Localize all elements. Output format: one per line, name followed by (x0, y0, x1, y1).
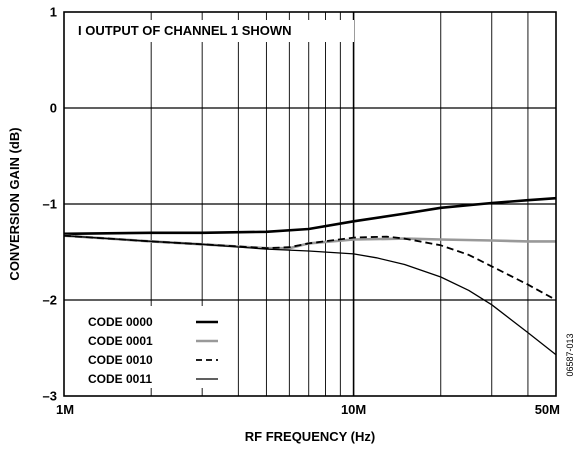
x-tick-label: 10M (341, 402, 366, 417)
y-tick-label: –2 (43, 293, 57, 308)
y-tick-label: 0 (50, 101, 57, 116)
series-line-2 (63, 234, 556, 250)
series-line-1 (63, 196, 557, 236)
y-tick-label: –1 (43, 197, 57, 212)
plot-frame (63, 11, 557, 397)
figure-id: 06587-013 (565, 333, 575, 376)
annotation-box: I OUTPUT OF CHANNEL 1 SHOWN (72, 20, 354, 42)
legend-label-1: CODE 0000 (88, 315, 153, 329)
legend: CODE 0000 CODE 0001 CODE 0010 CODE 0011 (72, 306, 226, 388)
legend-label-4: CODE 0011 (88, 372, 152, 386)
legend-label-2: CODE 0001 (88, 334, 153, 348)
series-line-3 (63, 234, 557, 301)
x-tick-label: 1M (56, 402, 74, 417)
y-axis-title: CONVERSION GAIN (dB) (7, 127, 22, 280)
series-lines (63, 196, 557, 356)
annotation-text: I OUTPUT OF CHANNEL 1 SHOWN (78, 23, 292, 38)
legend-background (72, 306, 226, 388)
x-axis-title: RF FREQUENCY (Hz) (245, 429, 375, 444)
tick-labels: 1 0 –1 –2 –31M 10M 50M (43, 5, 560, 418)
y-tick-label: 1 (50, 5, 57, 20)
x-tick-label: 50M (535, 402, 560, 417)
y-tick-label: –3 (43, 389, 57, 404)
series-line-4 (63, 235, 557, 356)
legend-label-3: CODE 0010 (88, 353, 153, 367)
